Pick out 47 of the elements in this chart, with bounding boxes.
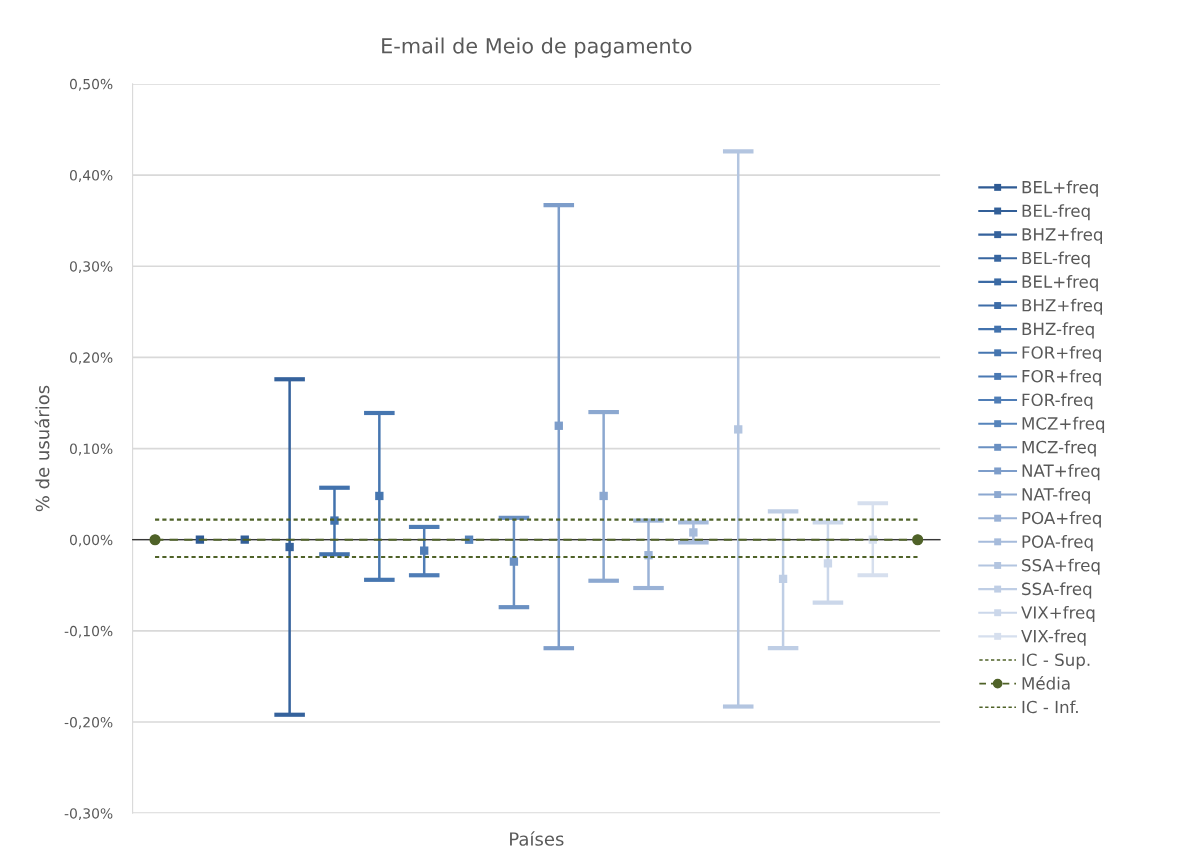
legend-label: VIX+freq [1021,605,1095,623]
y-tick-label: 0,30% [69,261,113,274]
y-tick-label: 0,50% [69,78,113,91]
point [375,491,384,501]
point [599,491,608,501]
point [689,528,698,537]
legend-label: BEL-freq [1022,251,1090,268]
y-axis-title: % de usuários [34,385,50,512]
legend-label: BHZ+freq [1022,298,1102,315]
legend-label: POA+freq [1022,511,1101,528]
x-axis-title: Países [510,831,564,846]
point [420,546,429,555]
legend-label: BEL-freq [1022,204,1090,221]
point [912,534,924,546]
legend-label: BHZ-freq [1022,322,1094,339]
legend-label: NAT-freq [1022,487,1090,504]
legend-label: BHZ+freq [1022,227,1102,244]
point [823,559,833,568]
legend-label: Média [1022,676,1070,690]
legend-label: VIX-freq [1021,629,1086,646]
legend-label: IC - Inf. [1022,700,1078,714]
y-tick-label: -0,10% [64,625,113,638]
legend-label: POA-freq [1022,535,1093,552]
legend-label: MCZ-freq [1022,440,1096,457]
legend-label: NAT+freq [1022,464,1100,481]
legend-label: SSA-freq [1022,582,1092,599]
legend-label: FOR+freq [1022,345,1101,363]
y-tick-label: -0,20% [64,717,113,729]
y-tick-label: 0,10% [69,443,113,456]
y-tick-label: 0,20% [69,352,113,365]
y-tick-label: 0,40% [69,170,113,182]
point [149,534,161,546]
legend-label: IC - Sup. [1022,653,1090,670]
legend-label: BEL+freq [1022,180,1098,197]
point [285,542,294,552]
legend-label: FOR-freq [1022,393,1093,410]
point [778,574,788,584]
point [554,421,563,430]
legend-label: MCZ+freq [1022,416,1105,433]
point [734,425,743,434]
legend-label: FOR+freq [1022,369,1101,386]
point [509,557,519,566]
legend-label: SSA+freq [1022,558,1100,575]
y-tick-label: -0,30% [64,808,113,821]
chart-title: E-mail de Meio de pagamento [382,37,692,58]
y-tick-label: 0,00% [69,534,113,547]
legend-label: BEL+freq [1022,275,1098,292]
